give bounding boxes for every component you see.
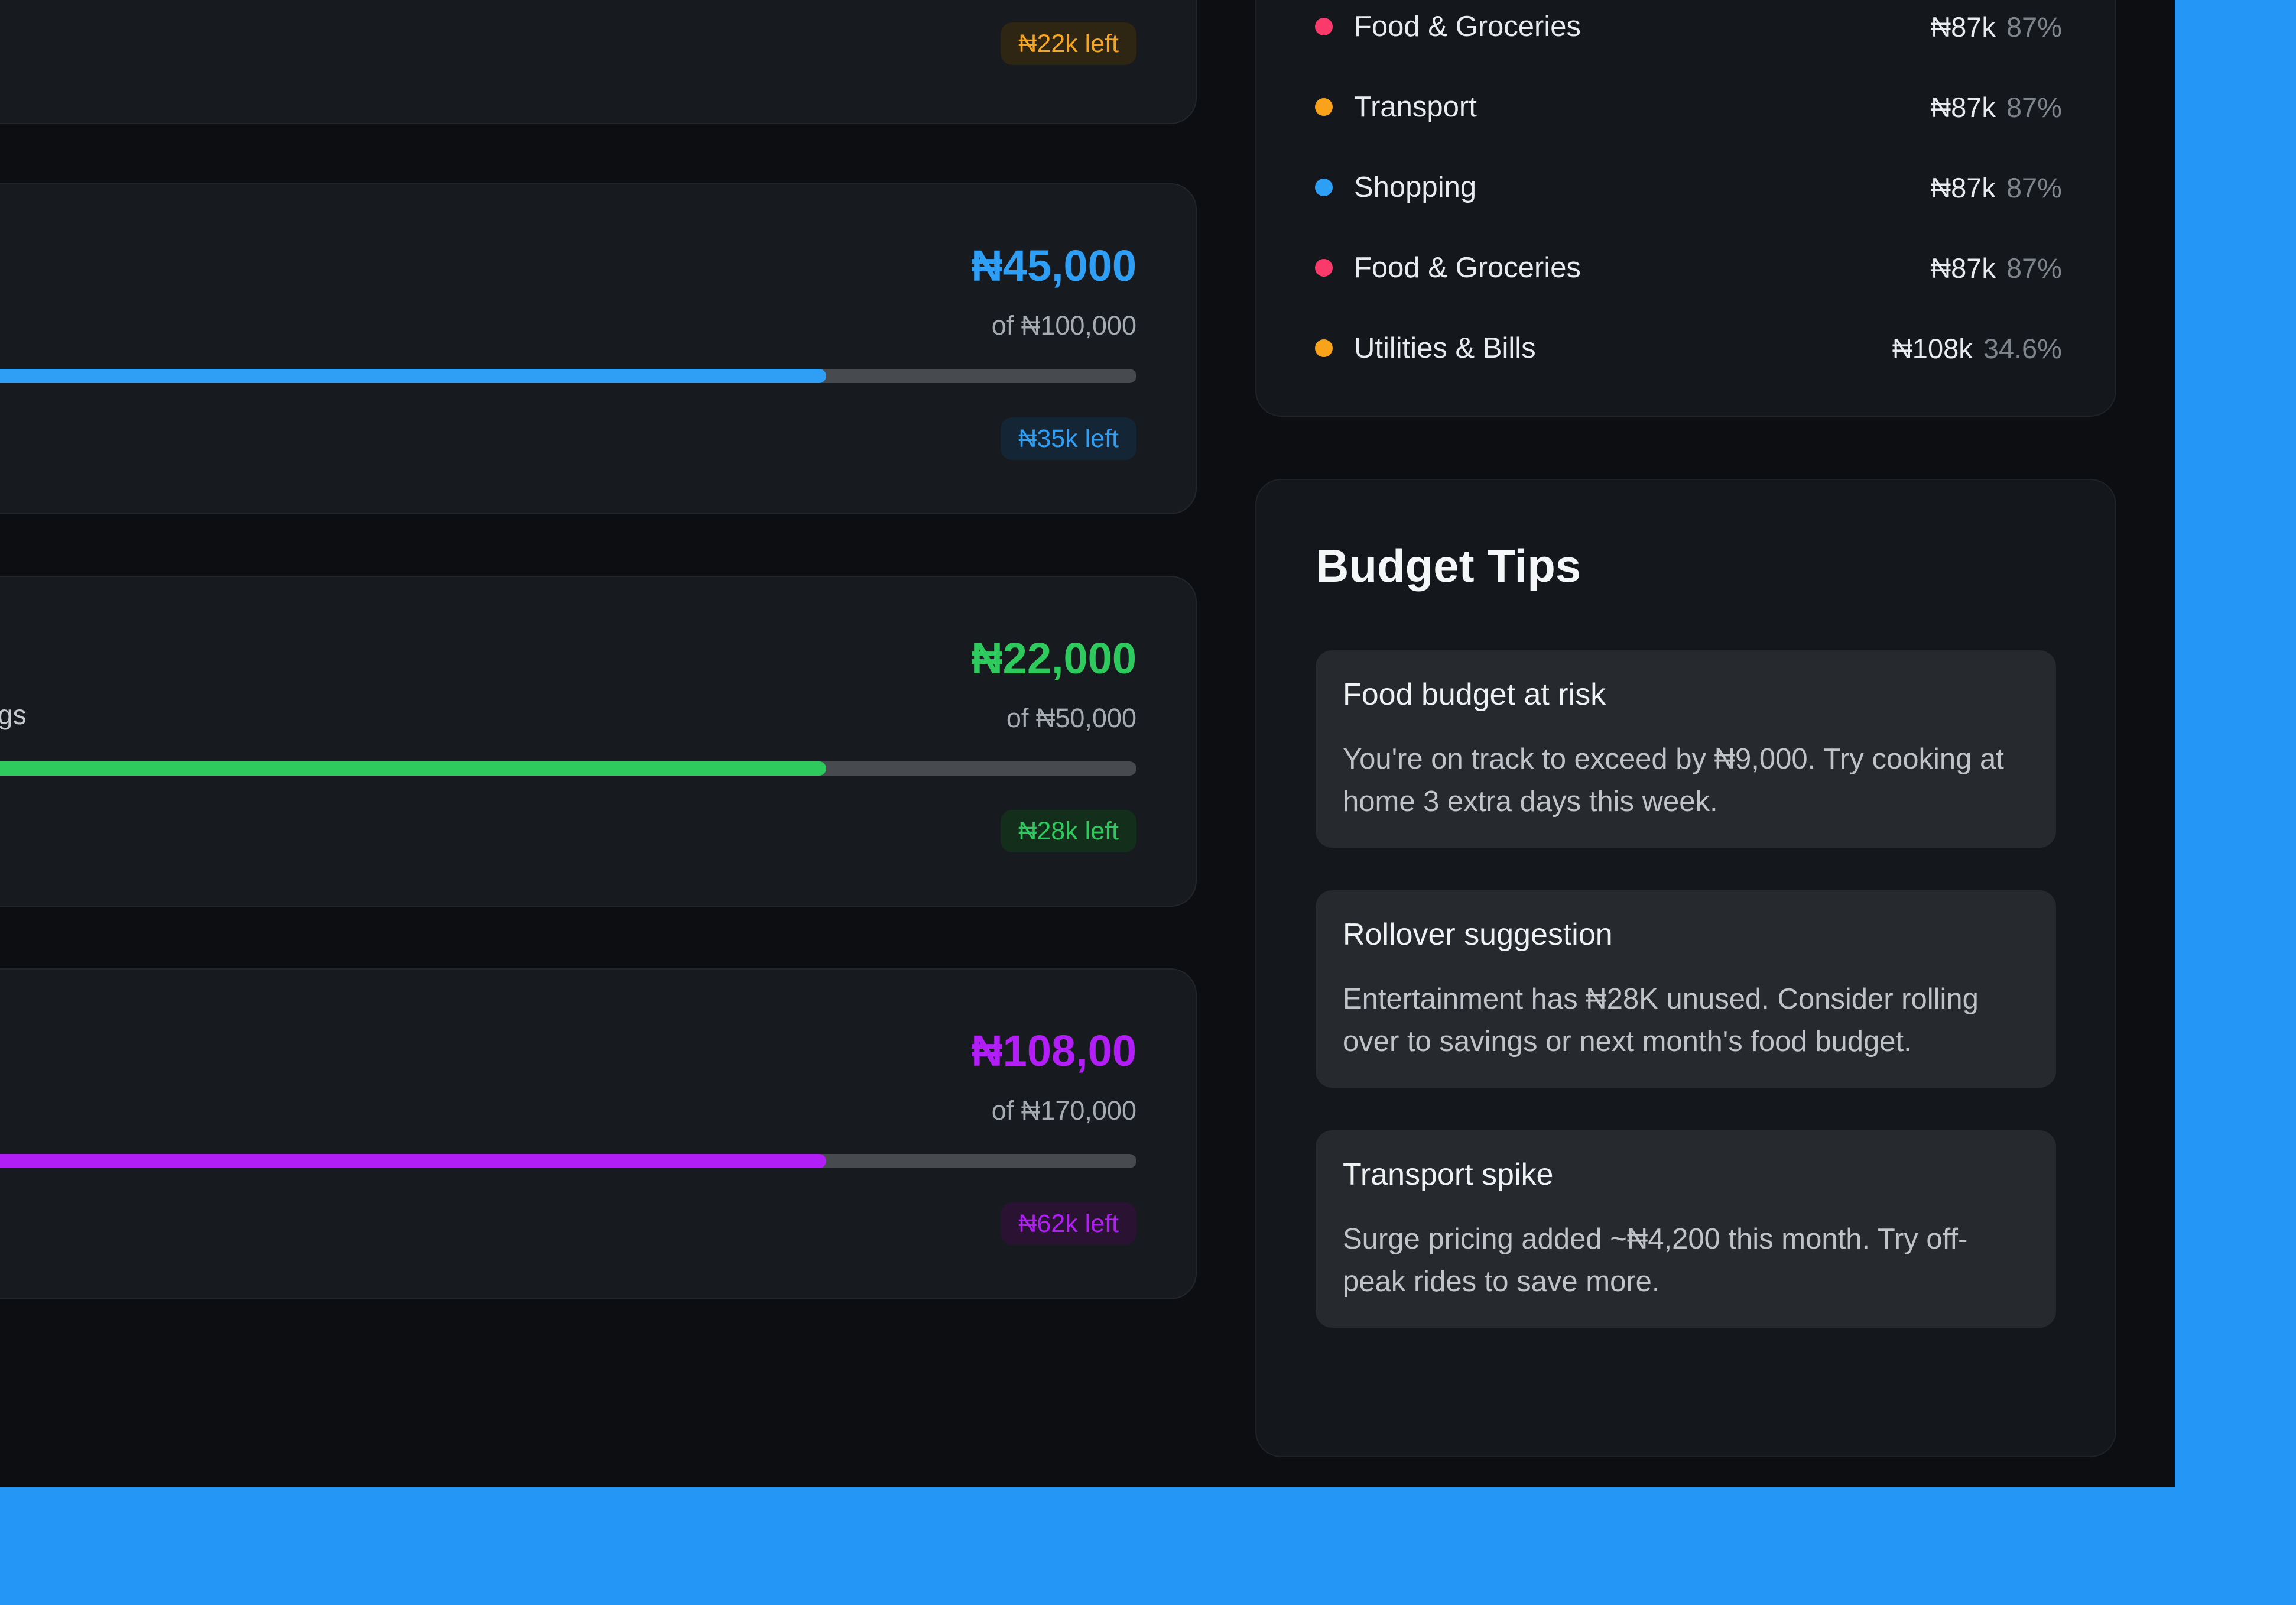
budget-card[interactable]: ₦108,00 of ₦170,000 ₦62k left [0,968,1197,1299]
legend-amount: ₦108k [1892,332,1973,364]
budget-tips-panel: Budget Tips Food budget at risk You're o… [1255,479,2116,1457]
legend-label: Utilities & Bills [1354,332,1536,364]
progress-bar [0,1154,1136,1168]
legend-label: Food & Groceries [1354,252,1581,284]
tips-title: Budget Tips [1316,540,1581,592]
progress-fill [0,369,826,383]
spent-amount: ₦45,000 [971,241,1136,290]
budget-limit: of ₦170,000 [991,1095,1136,1126]
budget-limit: of ₦100,000 [991,310,1136,341]
budget-card[interactable]: ₦22k left [0,0,1197,124]
budget-card[interactable]: gs ₦22,000 of ₦50,000 ₦28k left [0,576,1197,907]
tip-title: Rollover suggestion [1343,917,1613,952]
progress-fill [0,1154,826,1168]
category-dot-icon [1315,339,1333,357]
legend-label: Transport [1354,91,1477,123]
remaining-badge: ₦35k left [1001,417,1136,460]
app-window: ₦22k left ₦45,000 of ₦100,000 ₦35k left … [0,0,2175,1487]
tip-body: Surge pricing added ~₦4,200 this month. … [1343,1223,1968,1298]
legend-row[interactable]: Shopping ₦87k 87% [1315,147,2062,228]
legend-amount: ₦87k [1931,11,1996,43]
remaining-badge: ₦22k left [1001,22,1136,65]
category-dot-icon [1315,259,1333,277]
legend-amount: ₦87k [1931,91,1996,123]
remaining-badge: ₦62k left [1001,1202,1136,1245]
tip-body: You're on track to exceed by ₦9,000. Try… [1343,743,2004,818]
spent-amount: ₦22,000 [971,634,1136,683]
tip-body: Entertainment has ₦28K unused. Consider … [1343,983,1979,1058]
legend-amount: ₦87k [1931,171,1996,203]
legend-percent: 34.6% [1983,332,2062,364]
legend-row[interactable]: Utilities & Bills ₦108k 34.6% [1315,308,2062,388]
progress-fill [0,761,826,776]
legend-percent: 87% [2006,171,2062,203]
tip-title: Food budget at risk [1343,677,1606,712]
tip-card: Rollover suggestion Entertainment has ₦2… [1316,890,2056,1088]
legend-row[interactable]: Transport ₦87k 87% [1315,67,2062,147]
tip-card: Transport spike Surge pricing added ~₦4,… [1316,1130,2056,1328]
budget-limit: of ₦50,000 [1006,703,1136,733]
legend-percent: 87% [2006,91,2062,123]
spent-amount: ₦108,00 [971,1026,1136,1075]
category-label: gs [0,699,27,730]
legend-row[interactable]: Food & Groceries ₦87k 87% [1315,228,2062,308]
legend-label: Shopping [1354,171,1477,203]
budget-card[interactable]: ₦45,000 of ₦100,000 ₦35k left [0,183,1197,514]
legend-row[interactable]: Food & Groceries ₦87k 87% [1315,0,2062,67]
tip-title: Transport spike [1343,1157,1554,1192]
category-dot-icon [1315,18,1333,35]
category-dot-icon [1315,98,1333,116]
progress-bar [0,761,1136,776]
remaining-badge: ₦28k left [1001,810,1136,852]
legend-label: Food & Groceries [1354,11,1581,43]
category-legend: Food & Groceries ₦87k 87% Transport ₦87k… [1255,0,2116,417]
tip-card: Food budget at risk You're on track to e… [1316,650,2056,848]
category-dot-icon [1315,179,1333,196]
legend-percent: 87% [2006,11,2062,43]
legend-amount: ₦87k [1931,252,1996,284]
progress-bar [0,369,1136,383]
legend-percent: 87% [2006,252,2062,284]
